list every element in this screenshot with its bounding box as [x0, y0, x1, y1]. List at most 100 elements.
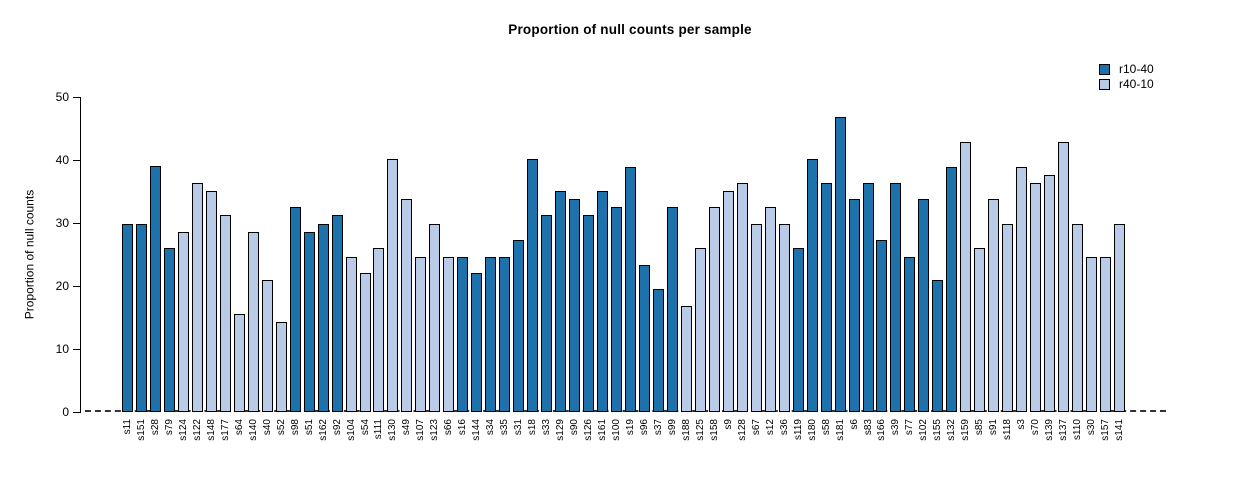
bar-s12 [765, 207, 776, 412]
bar-s157 [1100, 257, 1111, 412]
x-label-s11: s11 [122, 419, 133, 435]
y-tick [73, 285, 80, 287]
bar-s123 [429, 224, 440, 412]
bar-s148 [206, 191, 217, 412]
x-label-s159: s159 [960, 419, 971, 441]
x-label-s104: s104 [346, 419, 357, 441]
x-label-s3: s3 [1016, 419, 1027, 430]
bar-s90 [569, 199, 580, 412]
bar-s6 [849, 199, 860, 412]
x-label-s102: s102 [918, 419, 929, 441]
legend-item-r10-40: r10-40 [1099, 62, 1154, 76]
bar-s158 [709, 207, 720, 412]
x-label-s30: s30 [1086, 419, 1097, 436]
bar-s104 [346, 257, 357, 412]
bar-s66 [443, 257, 454, 412]
x-label-s148: s148 [206, 419, 217, 441]
x-label-s67: s67 [751, 419, 762, 436]
bar-s91 [988, 199, 999, 412]
bar-s18 [527, 159, 538, 412]
bar-s77 [904, 257, 915, 412]
x-label-s79: s79 [164, 419, 175, 436]
x-label-s35: s35 [499, 419, 510, 436]
bar-s36 [779, 224, 790, 412]
x-label-s111: s111 [373, 419, 384, 440]
bar-s125 [695, 248, 706, 412]
x-label-s16: s16 [457, 419, 468, 436]
bar-s177 [220, 215, 231, 412]
x-label-s122: s122 [192, 419, 203, 441]
bar-s51 [304, 232, 315, 412]
bar-s129 [555, 191, 566, 412]
x-label-s18: s18 [527, 419, 538, 436]
bar-s110 [1072, 224, 1083, 412]
bar-s151 [136, 224, 147, 412]
bar-s139 [1044, 175, 1055, 412]
plot-area [85, 97, 1175, 412]
x-label-s28: s28 [150, 419, 161, 436]
bar-s64 [234, 314, 245, 412]
x-label-s37: s37 [653, 419, 664, 436]
bar-s37 [653, 289, 664, 412]
y-tick [73, 96, 80, 98]
bar-s122 [192, 183, 203, 412]
x-label-s140: s140 [248, 419, 259, 441]
x-label-s52: s52 [276, 419, 287, 436]
x-label-s12: s12 [765, 419, 776, 436]
bar-s3 [1016, 167, 1027, 412]
bar-s132 [946, 167, 957, 412]
bar-s181 [835, 117, 846, 412]
x-label-s139: s139 [1044, 419, 1055, 441]
bar-s128 [737, 183, 748, 412]
x-label-s123: s123 [429, 419, 440, 441]
x-label-s137: s137 [1058, 419, 1069, 441]
x-label-s6: s6 [849, 419, 860, 430]
bar-s159 [960, 142, 971, 412]
bar-s70 [1030, 183, 1041, 412]
x-label-s158: s158 [709, 419, 720, 441]
x-label-s180: s180 [807, 419, 818, 441]
x-label-s40: s40 [262, 419, 273, 436]
x-label-s70: s70 [1030, 419, 1041, 436]
bar-s144 [471, 273, 482, 412]
x-label-s100: s100 [611, 419, 622, 441]
bar-s99 [667, 207, 678, 412]
bar-s34 [485, 257, 496, 412]
bar-s111 [373, 248, 384, 412]
x-label-s132: s132 [946, 419, 957, 441]
x-label-s166: s166 [876, 419, 887, 441]
bar-s137 [1058, 142, 1069, 412]
bar-s141 [1114, 224, 1125, 412]
y-tick-label: 50 [55, 90, 69, 104]
x-label-s58: s58 [821, 419, 832, 436]
bar-s126 [583, 215, 594, 412]
x-label-s129: s129 [555, 419, 566, 441]
y-tick-label: 40 [55, 153, 69, 167]
bar-s140 [248, 232, 259, 412]
x-label-s177: s177 [220, 419, 231, 441]
bar-s118 [1002, 224, 1013, 412]
bar-s28 [150, 166, 161, 412]
x-label-s124: s124 [178, 419, 189, 441]
legend-swatch-dark [1099, 63, 1110, 75]
bar-s124 [178, 232, 189, 412]
x-label-s54: s54 [360, 419, 371, 436]
bar-s130 [387, 159, 398, 412]
y-tick-label: 20 [55, 279, 69, 293]
bar-s9 [723, 191, 734, 412]
y-tick [73, 348, 80, 350]
x-label-s39: s39 [890, 419, 901, 436]
bar-s52 [276, 322, 287, 412]
bar-s30 [1086, 257, 1097, 412]
x-label-s118: s118 [1002, 419, 1013, 440]
legend-swatch-light [1099, 78, 1110, 90]
bar-s188 [681, 306, 692, 412]
x-label-s151: s151 [136, 419, 147, 441]
bar-s98 [290, 207, 301, 412]
legend-item-r40-10: r40-10 [1099, 77, 1154, 91]
x-label-s66: s66 [443, 419, 454, 436]
x-label-s181: s181 [835, 419, 846, 441]
x-label-s98: s98 [290, 419, 301, 436]
x-label-s128: s128 [737, 419, 748, 441]
legend: r10-40 r40-10 [1099, 62, 1154, 92]
